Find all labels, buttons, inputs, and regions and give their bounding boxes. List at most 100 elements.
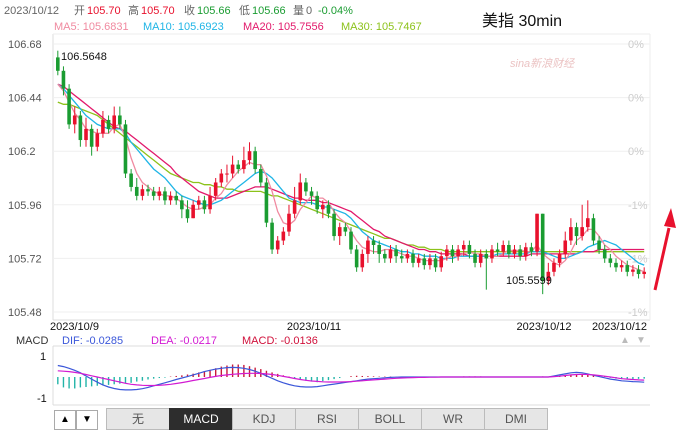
- trend-arrow-head: [664, 208, 676, 228]
- candle-body: [405, 253, 410, 259]
- candle-body: [202, 200, 207, 210]
- candle-body: [388, 249, 393, 259]
- change-value: -0.04%: [318, 5, 353, 17]
- candle-body: [416, 258, 421, 263]
- candle-body: [258, 169, 263, 183]
- candle-body: [236, 164, 241, 170]
- candle-body: [574, 227, 579, 237]
- candle-body: [270, 222, 274, 250]
- x-tick-label: 2023/10/11: [287, 321, 341, 333]
- ma30-line: [57, 101, 645, 253]
- chart-title: 美指 30min: [482, 13, 563, 30]
- right-tick-label: 0%: [628, 146, 644, 158]
- candle-body: [349, 231, 353, 250]
- candle-body: [253, 151, 257, 170]
- candle-body: [495, 249, 500, 252]
- candle-body: [106, 119, 111, 129]
- candle-body: [557, 253, 562, 263]
- candle-body: [84, 128, 88, 141]
- scroll-up-icon[interactable]: ▲: [620, 335, 630, 346]
- ma10-line: [57, 83, 645, 266]
- candle-body: [168, 195, 173, 201]
- candle-body: [140, 189, 145, 196]
- candle-body: [151, 191, 156, 196]
- candle-body: [72, 115, 77, 125]
- candle-body: [129, 173, 133, 187]
- candle-body: [377, 245, 381, 254]
- candle-body: [196, 200, 201, 205]
- candle-body: [518, 249, 522, 257]
- candle-body: [490, 249, 494, 259]
- candle-body: [225, 173, 229, 175]
- candle-body: [123, 124, 128, 174]
- dea-line: [57, 370, 645, 387]
- candle-body: [219, 173, 224, 183]
- ma20-line: [57, 83, 645, 257]
- candle-body: [242, 160, 246, 170]
- scroll-down-icon[interactable]: ▼: [636, 335, 646, 346]
- indicator-tabs: 无 MACD KDJ RSI BOLL WR DMI: [106, 408, 548, 430]
- right-tick-label: -1%: [628, 307, 648, 319]
- candle-body: [343, 227, 348, 232]
- y-tick-label: 106.2: [8, 146, 36, 158]
- nav-down-button[interactable]: ▼: [76, 410, 98, 430]
- candle-body: [439, 256, 444, 268]
- candle-body: [95, 133, 100, 147]
- candle-body: [304, 182, 308, 192]
- candle-body: [614, 262, 618, 268]
- candle-body: [174, 195, 179, 201]
- high-label: 高: [128, 5, 139, 17]
- candle-body: [484, 253, 489, 259]
- candle-body: [185, 209, 190, 219]
- tab-wr[interactable]: WR: [421, 408, 485, 430]
- x-tick-label: 2023/10/12: [592, 321, 647, 333]
- right-tick-label: -1%: [628, 200, 648, 212]
- candle-body: [247, 151, 252, 161]
- tab-rsi[interactable]: RSI: [295, 408, 359, 430]
- ma30-legend: MA30: 105.7467: [341, 21, 422, 33]
- ma20-legend: MA20: 105.7556: [243, 21, 324, 33]
- high-annotation: 106.5648: [61, 51, 107, 63]
- candle-body: [586, 218, 590, 228]
- right-tick-label: 0%: [628, 93, 644, 105]
- dif-line: [57, 364, 645, 391]
- candle-body: [523, 247, 528, 257]
- low-label: 低: [239, 5, 250, 17]
- macd-tick-label: -1: [37, 393, 47, 405]
- tab-kdj[interactable]: KDJ: [232, 408, 296, 430]
- candle-body: [163, 191, 167, 201]
- candle-body: [326, 204, 331, 214]
- tab-boll[interactable]: BOLL: [358, 408, 422, 430]
- candle-body: [118, 115, 122, 125]
- candle-body: [89, 128, 94, 147]
- candle-body: [230, 164, 235, 174]
- dea-legend: DEA: -0.0217: [151, 335, 218, 347]
- y-tick-label: 106.68: [8, 39, 42, 51]
- candle-body: [56, 57, 60, 71]
- low-value: 105.66: [252, 5, 286, 17]
- nav-up-button[interactable]: ▲: [54, 410, 76, 430]
- x-tick-label: 2023/10/12: [516, 321, 571, 333]
- x-tick-label: 2023/10/9: [50, 321, 99, 333]
- candle-body: [146, 189, 150, 192]
- tab-macd[interactable]: MACD: [169, 408, 233, 430]
- tab-dmi[interactable]: DMI: [484, 408, 548, 430]
- candle-body: [619, 265, 624, 268]
- header-date: 2023/10/12: [4, 5, 60, 17]
- tab-none[interactable]: 无: [106, 408, 170, 430]
- candle-body: [501, 245, 506, 252]
- candle-body: [478, 253, 483, 263]
- candle-body: [540, 213, 545, 281]
- candle-body: [101, 119, 105, 134]
- candle-body: [281, 231, 286, 241]
- candle-body: [67, 88, 71, 125]
- ma5-legend: MA5: 105.6831: [54, 21, 129, 33]
- dif-legend: DIF: -0.0285: [62, 335, 124, 347]
- volume-label: 量: [293, 5, 304, 17]
- sina-watermark: sina新浪财经: [510, 58, 575, 70]
- candle-body: [275, 240, 280, 250]
- candle-body: [608, 258, 613, 263]
- candle-body: [411, 253, 415, 263]
- ma10-legend: MA10: 105.6923: [143, 21, 224, 33]
